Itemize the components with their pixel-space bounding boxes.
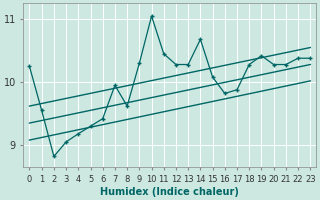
X-axis label: Humidex (Indice chaleur): Humidex (Indice chaleur) [100,187,239,197]
